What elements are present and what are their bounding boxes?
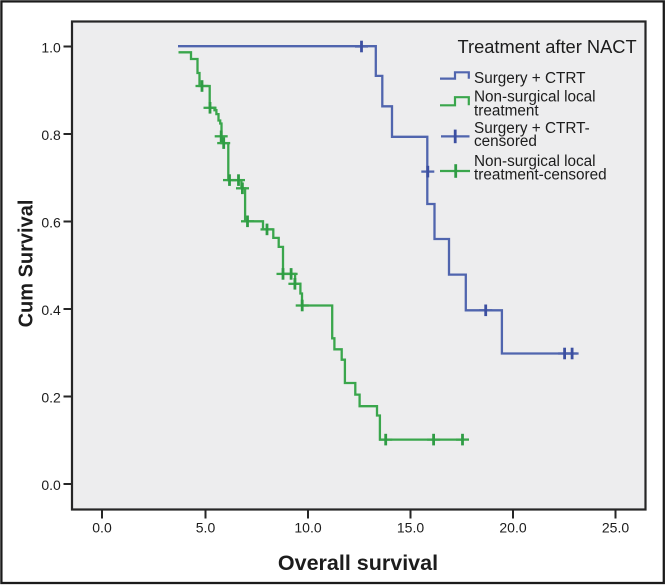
- svg-text:0.0: 0.0: [41, 477, 61, 493]
- svg-text:Surgery + CTRT-: Surgery + CTRT-: [474, 120, 590, 137]
- svg-text:Non-surgical local: Non-surgical local: [474, 89, 596, 106]
- svg-text:Cum Survival: Cum Survival: [16, 200, 38, 328]
- svg-text:Treatment after NACT: Treatment after NACT: [458, 36, 637, 57]
- svg-text:treatment-censored: treatment-censored: [474, 167, 607, 184]
- svg-text:20.0: 20.0: [499, 520, 526, 536]
- svg-text:15.0: 15.0: [397, 520, 424, 536]
- svg-text:10.0: 10.0: [294, 520, 321, 536]
- svg-text:censored: censored: [474, 133, 537, 150]
- svg-text:Surgery + CTRT: Surgery + CTRT: [474, 70, 586, 87]
- svg-text:5.0: 5.0: [196, 520, 216, 536]
- svg-text:Overall survival: Overall survival: [278, 551, 438, 575]
- svg-text:0.8: 0.8: [41, 127, 61, 143]
- svg-text:1.0: 1.0: [41, 40, 61, 56]
- svg-text:0.4: 0.4: [41, 302, 61, 318]
- svg-text:treatment: treatment: [474, 103, 539, 120]
- svg-text:0.0: 0.0: [92, 520, 112, 536]
- svg-text:0.6: 0.6: [41, 215, 61, 231]
- svg-text:25.0: 25.0: [602, 520, 629, 536]
- svg-text:0.2: 0.2: [41, 390, 61, 406]
- svg-text:Non-surgical local: Non-surgical local: [474, 153, 596, 170]
